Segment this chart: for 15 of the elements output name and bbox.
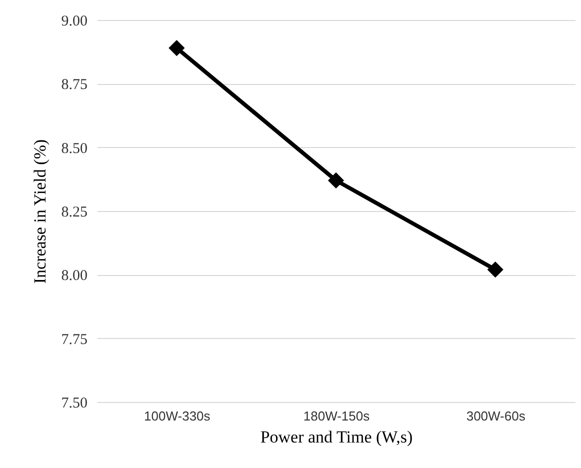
x-axis-title: Power and Time (W,s) <box>260 428 413 446</box>
y-tick-label: 7.75 <box>61 332 88 348</box>
y-axis-title: Increase in Yield (%) <box>30 139 50 284</box>
x-tick-label: 180W-150s <box>303 408 370 424</box>
x-tick-label: 300W-60s <box>466 408 526 424</box>
y-tick-label: 8.00 <box>61 268 88 284</box>
point <box>328 172 344 188</box>
x-tick-label: 100W-330s <box>144 408 211 424</box>
y-tick-label: 8.25 <box>61 204 88 220</box>
point <box>168 40 185 56</box>
y-tick-label: 8.50 <box>61 140 88 157</box>
y-tick-label: 7.50 <box>61 396 88 412</box>
y-tick-label: 9.00 <box>61 14 88 30</box>
y-tick-label: 8.75 <box>61 77 88 94</box>
point <box>487 262 504 278</box>
